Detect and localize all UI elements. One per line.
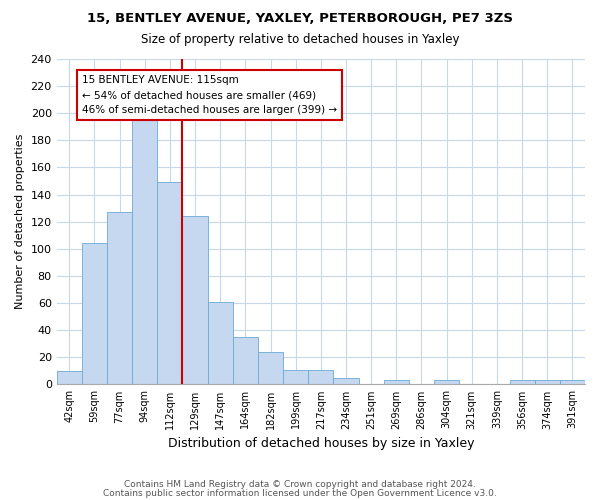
Bar bbox=[384, 380, 409, 384]
Bar bbox=[560, 380, 585, 384]
Bar bbox=[208, 302, 233, 384]
Bar bbox=[157, 182, 182, 384]
Bar bbox=[132, 114, 157, 384]
X-axis label: Distribution of detached houses by size in Yaxley: Distribution of detached houses by size … bbox=[167, 437, 474, 450]
Bar bbox=[509, 380, 535, 384]
Bar bbox=[283, 370, 308, 384]
Bar bbox=[334, 378, 359, 384]
Bar bbox=[82, 244, 107, 384]
Bar bbox=[258, 352, 283, 384]
Bar bbox=[233, 337, 258, 384]
Bar bbox=[434, 380, 459, 384]
Text: 15, BENTLEY AVENUE, YAXLEY, PETERBOROUGH, PE7 3ZS: 15, BENTLEY AVENUE, YAXLEY, PETERBOROUGH… bbox=[87, 12, 513, 26]
Bar bbox=[56, 371, 82, 384]
Text: Size of property relative to detached houses in Yaxley: Size of property relative to detached ho… bbox=[141, 32, 459, 46]
Y-axis label: Number of detached properties: Number of detached properties bbox=[15, 134, 25, 310]
Bar bbox=[182, 216, 208, 384]
Bar bbox=[308, 370, 334, 384]
Text: Contains public sector information licensed under the Open Government Licence v3: Contains public sector information licen… bbox=[103, 488, 497, 498]
Bar bbox=[535, 380, 560, 384]
Text: Contains HM Land Registry data © Crown copyright and database right 2024.: Contains HM Land Registry data © Crown c… bbox=[124, 480, 476, 489]
Bar bbox=[107, 212, 132, 384]
Text: 15 BENTLEY AVENUE: 115sqm
← 54% of detached houses are smaller (469)
46% of semi: 15 BENTLEY AVENUE: 115sqm ← 54% of detac… bbox=[82, 76, 337, 115]
